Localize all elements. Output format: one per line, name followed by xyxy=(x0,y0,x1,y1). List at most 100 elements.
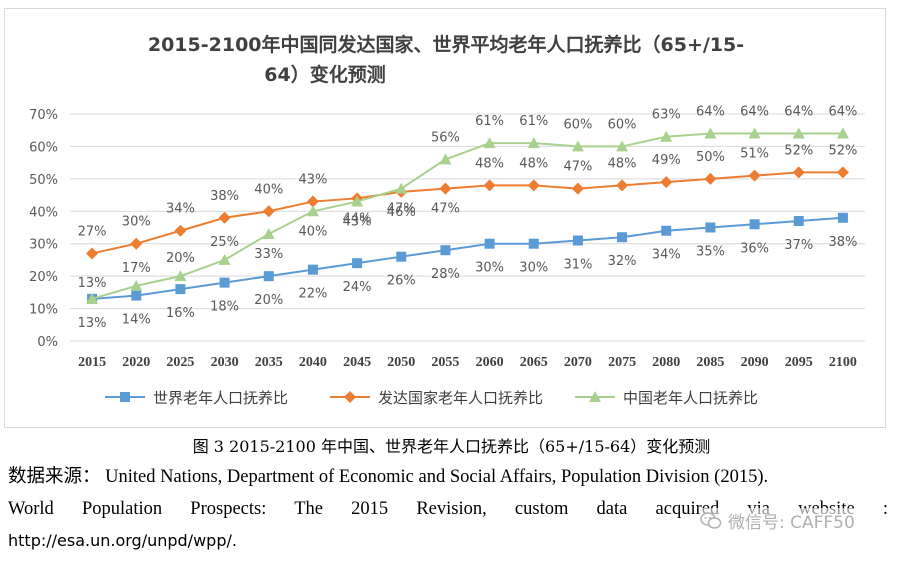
x-tick-label: 2045 xyxy=(343,355,371,370)
data-point xyxy=(572,235,583,246)
x-tick-label: 2025 xyxy=(166,355,194,370)
data-point xyxy=(439,153,452,165)
data-point xyxy=(174,224,187,237)
data-label: 32% xyxy=(608,254,637,269)
data-point xyxy=(175,284,186,295)
data-label: 14% xyxy=(122,313,151,328)
data-label: 20% xyxy=(254,293,283,308)
series-line xyxy=(91,132,843,300)
data-point xyxy=(571,182,584,195)
wechat-watermark: 微信号: CAFF50 xyxy=(700,508,855,533)
data-label: 17% xyxy=(122,261,151,276)
data-point xyxy=(792,127,805,139)
data-label: 56% xyxy=(431,130,460,145)
data-point xyxy=(571,140,584,152)
data-label: 30% xyxy=(519,261,548,276)
x-tick-label: 2055 xyxy=(431,355,459,370)
data-point xyxy=(86,247,99,260)
data-point xyxy=(748,127,761,139)
data-label: 22% xyxy=(298,287,327,302)
data-point xyxy=(219,277,230,288)
x-tick-label: 2075 xyxy=(608,355,636,370)
data-label: 48% xyxy=(519,156,548,171)
legend-label: 中国老年人口抚养比 xyxy=(623,389,758,407)
source-line-2: World Population Prospects: The 2015 Rev… xyxy=(8,499,888,519)
y-tick-label: 10% xyxy=(29,303,58,318)
data-point xyxy=(661,225,672,236)
data-label: 61% xyxy=(475,114,504,129)
data-label: 33% xyxy=(254,247,283,262)
series-line xyxy=(92,216,843,300)
data-label: 34% xyxy=(652,248,681,263)
data-label: 60% xyxy=(608,117,637,132)
y-tick-label: 20% xyxy=(29,270,58,285)
data-label: 48% xyxy=(475,156,504,171)
series-line xyxy=(91,171,843,255)
data-point xyxy=(704,127,717,139)
data-point xyxy=(527,137,540,149)
x-tick-label: 2040 xyxy=(299,355,327,370)
data-label: 47% xyxy=(563,160,592,175)
data-label: 38% xyxy=(828,235,857,250)
data-point xyxy=(836,127,849,139)
data-label: 25% xyxy=(210,235,239,250)
data-point xyxy=(218,211,231,224)
data-label: 40% xyxy=(254,182,283,197)
x-tick-label: 2100 xyxy=(829,355,857,370)
data-point xyxy=(218,253,231,265)
data-label: 38% xyxy=(210,189,239,204)
x-tick-label: 2070 xyxy=(564,355,592,370)
data-point xyxy=(130,279,143,291)
data-point xyxy=(704,172,717,185)
data-label: 28% xyxy=(431,267,460,282)
data-point xyxy=(792,166,805,179)
data-label: 64% xyxy=(828,104,857,119)
chart-title-line1: 2015-2100年中国同发达国家、世界平均老年人口抚养比（65+/15- xyxy=(148,33,744,56)
data-label: 26% xyxy=(387,274,416,289)
data-point xyxy=(705,222,716,233)
data-point xyxy=(306,205,319,217)
source-url[interactable]: http://esa.un.org/unpd/wpp/. xyxy=(8,531,237,550)
data-point xyxy=(483,137,496,149)
x-tick-label: 2080 xyxy=(652,355,680,370)
data-point xyxy=(749,219,760,230)
wechat-icon xyxy=(700,511,722,529)
data-label: 64% xyxy=(784,104,813,119)
data-point xyxy=(262,227,275,239)
data-point xyxy=(660,176,673,189)
legend-marker xyxy=(344,391,356,403)
y-tick-label: 0% xyxy=(37,335,58,350)
data-point xyxy=(395,182,408,194)
data-point xyxy=(837,212,848,223)
data-point xyxy=(748,169,761,182)
data-point xyxy=(307,264,318,275)
source-note: 数据来源： United Nations, Department of Econ… xyxy=(8,461,888,557)
data-label: 27% xyxy=(78,224,107,239)
data-point xyxy=(396,251,407,262)
data-label: 16% xyxy=(166,306,195,321)
data-label: 36% xyxy=(740,241,769,256)
data-point xyxy=(174,270,187,282)
data-label: 20% xyxy=(166,251,195,266)
data-point xyxy=(528,238,539,249)
legend-marker xyxy=(589,391,601,402)
data-label: 13% xyxy=(78,276,107,291)
legend-label: 世界老年人口抚养比 xyxy=(153,389,288,407)
data-label: 24% xyxy=(343,280,372,295)
data-point xyxy=(616,179,629,192)
data-label: 49% xyxy=(652,153,681,168)
data-label: 37% xyxy=(784,238,813,253)
data-label: 64% xyxy=(740,104,769,119)
data-label: 51% xyxy=(740,147,769,162)
data-label: 50% xyxy=(696,150,725,165)
data-label: 63% xyxy=(652,108,681,123)
data-label: 47% xyxy=(387,202,416,217)
data-point xyxy=(836,166,849,179)
data-point xyxy=(793,216,804,227)
data-label: 52% xyxy=(828,143,857,158)
x-tick-label: 2020 xyxy=(122,355,150,370)
data-point xyxy=(616,140,629,152)
data-label: 46% xyxy=(387,205,416,220)
data-point xyxy=(527,179,540,192)
y-tick-label: 60% xyxy=(29,140,58,155)
